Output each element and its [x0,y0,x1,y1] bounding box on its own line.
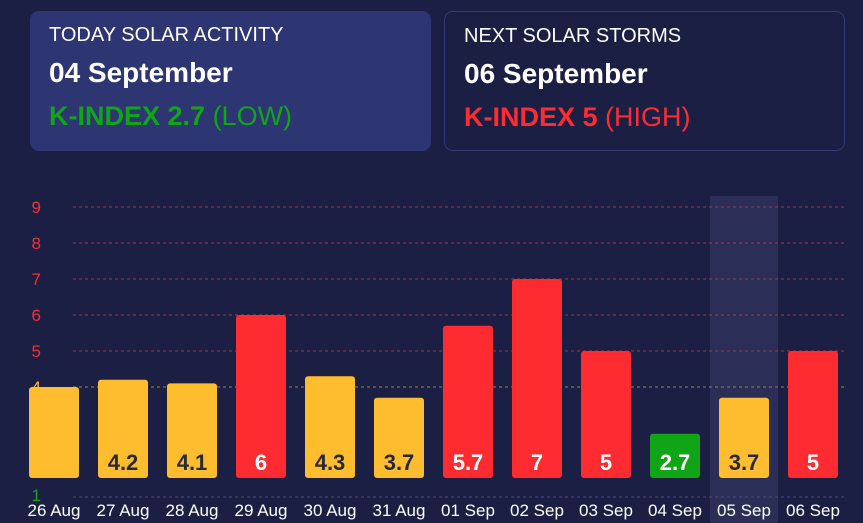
bar [581,351,631,478]
y-tick-label: 7 [32,270,41,289]
bar-value-label: 4.2 [108,450,139,475]
y-tick-label: 8 [32,234,41,253]
bar [305,376,355,478]
next-kindex-level: (HIGH) [605,102,691,132]
bar-value-label: 4.1 [177,450,208,475]
bar [167,383,217,478]
next-date: 06 September [464,58,648,89]
bar-value-label: 3.7 [384,450,415,475]
x-tick-label: 02 Sep [510,501,564,520]
y-tick-label: 9 [32,198,41,217]
bar-value-label: 5 [600,450,612,475]
next-storm-card: NEXT SOLAR STORMS 06 September K-INDEX 5… [444,11,845,151]
x-tick-label: 01 Sep [441,501,495,520]
x-tick-label: 03 Sep [579,501,633,520]
next-kindex-value: K-INDEX 5 [464,102,598,132]
bar [719,397,769,478]
today-kindex: K-INDEX 2.7 (LOW) [49,100,412,132]
next-kindex: K-INDEX 5 (HIGH) [464,101,825,133]
today-kindex-value: K-INDEX 2.7 [49,101,206,131]
bar [788,351,838,478]
today-kindex-level: (LOW) [212,101,293,131]
bar [374,397,424,478]
y-tick-label: 5 [32,342,41,361]
today-date: 04 September [49,57,233,88]
x-tick-label: 30 Aug [304,501,357,520]
today-card-label: TODAY SOLAR ACTIVITY [49,24,284,46]
bar-value-label: 4.3 [315,450,346,475]
x-tick-label: 05 Sep [717,501,771,520]
x-tick-label: 26 Aug [28,501,81,520]
x-tick-label: 27 Aug [97,501,150,520]
y-tick-label: 6 [32,306,41,325]
bar [236,315,286,478]
bar-value-label: 7 [531,450,543,475]
bar-value-label: 6 [255,450,267,475]
x-tick-label: 28 Aug [166,501,219,520]
x-tick-label: 29 Aug [235,501,288,520]
bar-value-label: 5.7 [453,450,484,475]
x-tick-label: 31 Aug [373,501,426,520]
x-tick-label: 06 Sep [786,501,840,520]
x-tick-label: 04 Sep [648,501,702,520]
next-card-label: NEXT SOLAR STORMS [464,25,682,47]
bar [512,279,562,478]
bar [98,379,148,478]
bar [650,433,700,478]
bar-value-label: 3.7 [729,450,760,475]
bar-value-label: 5 [807,450,819,475]
y-tick-label: 1 [32,486,41,505]
bar [29,387,79,478]
bar [443,325,493,478]
bar-value-label: 2.7 [660,450,691,475]
today-activity-card: TODAY SOLAR ACTIVITY 04 September K-INDE… [30,11,431,151]
